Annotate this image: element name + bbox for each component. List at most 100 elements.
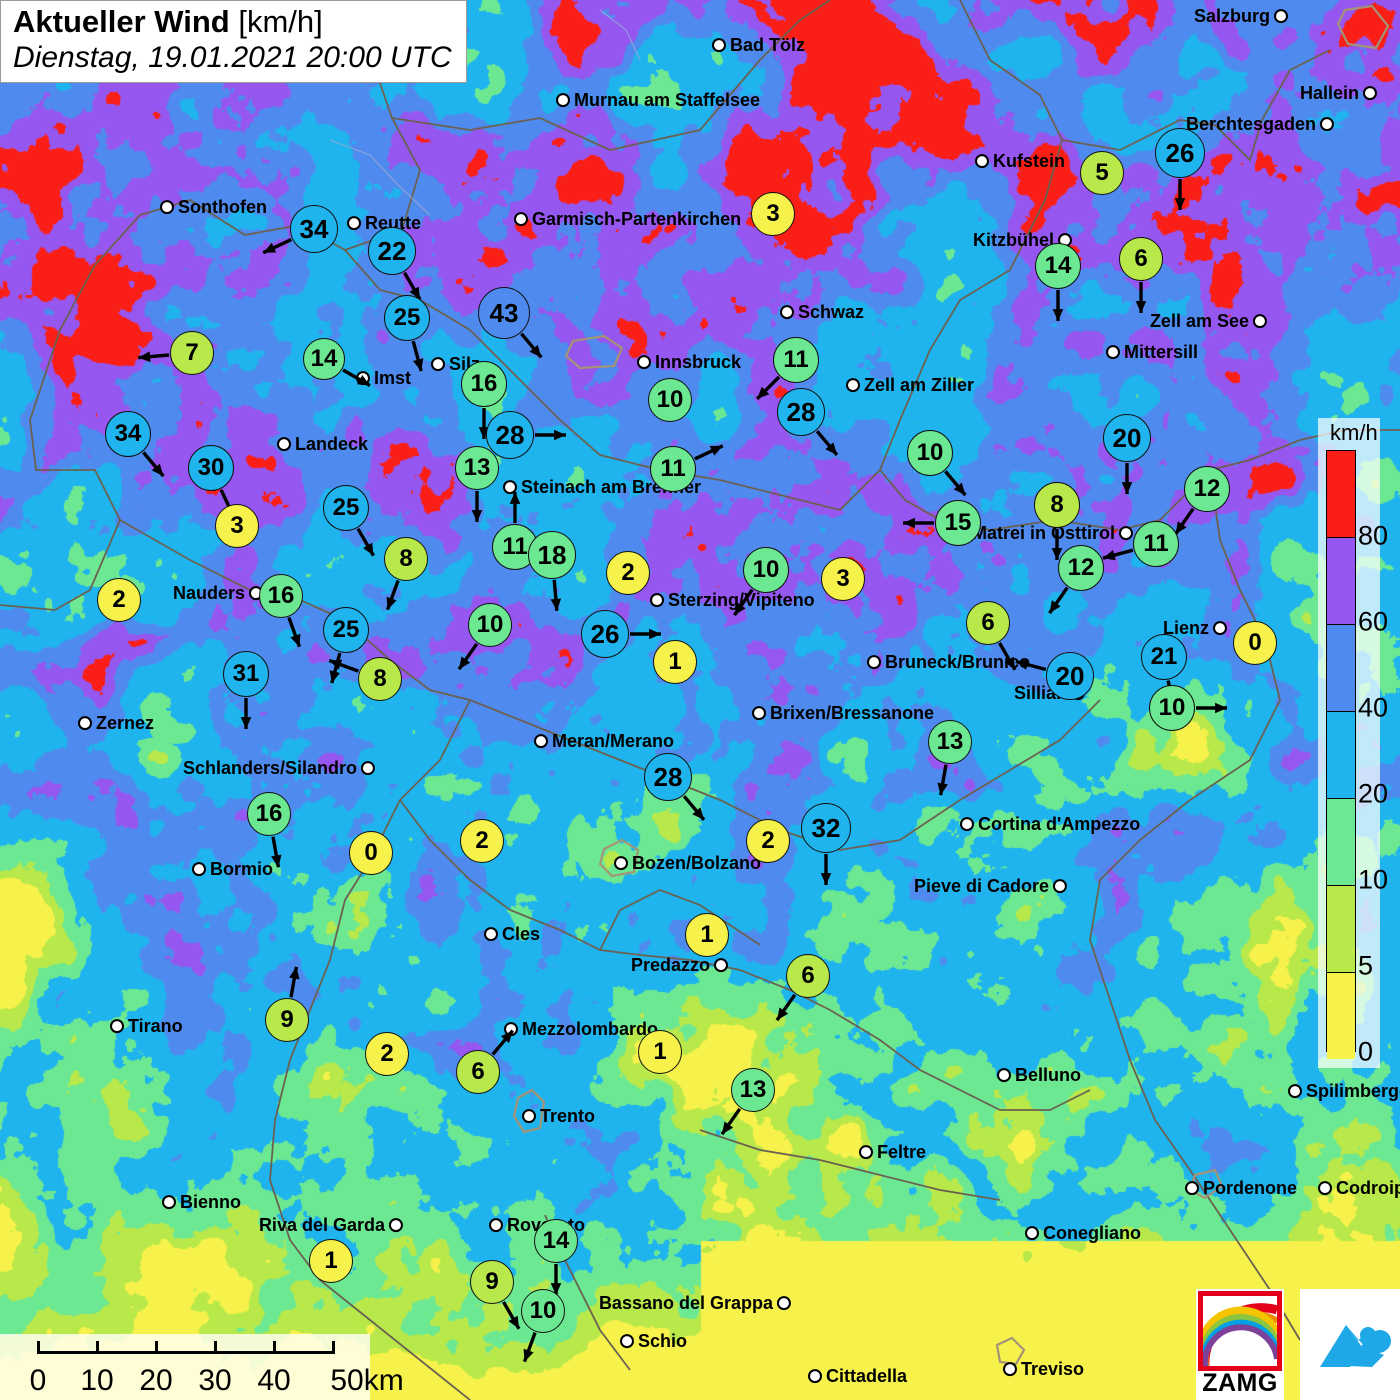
city-name: Kufstein: [993, 150, 1065, 171]
city-label: Bienno: [162, 1191, 241, 1213]
wind-station-marker[interactable]: 9: [265, 998, 309, 1042]
wind-station-marker[interactable]: 25: [323, 485, 369, 531]
wind-station-marker[interactable]: 8: [358, 657, 402, 701]
wind-station-marker[interactable]: 10: [521, 1289, 565, 1333]
wind-station-marker[interactable]: 1: [685, 913, 729, 957]
wind-station-marker[interactable]: 10: [468, 603, 512, 647]
wind-speed-value: 16: [470, 370, 498, 397]
city-label: Bad Tölz: [712, 34, 805, 56]
wind-station-marker[interactable]: 13: [455, 446, 499, 490]
wind-station-marker[interactable]: 11: [1133, 521, 1179, 567]
city-marker-dot: [997, 1068, 1011, 1083]
wind-station-marker[interactable]: 2: [97, 578, 141, 622]
wind-speed-value: 25: [332, 494, 360, 521]
wind-station-marker[interactable]: 14: [303, 338, 345, 380]
wind-station-marker[interactable]: 6: [456, 1050, 500, 1094]
wind-station-marker[interactable]: 12: [1058, 545, 1104, 591]
wind-station-marker[interactable]: 1: [638, 1030, 682, 1074]
city-marker-dot: [712, 38, 726, 53]
city-name: Predazzo: [630, 954, 710, 975]
wind-station-marker[interactable]: 5: [1080, 151, 1124, 195]
wind-station-marker[interactable]: 43: [478, 287, 530, 339]
city-label: Landeck: [277, 433, 368, 455]
wind-station-marker[interactable]: 26: [1155, 128, 1205, 178]
wind-station-marker[interactable]: 9: [470, 1260, 514, 1304]
wind-station-marker[interactable]: 22: [368, 227, 416, 275]
wind-speed-value: 30: [197, 454, 225, 481]
wind-station-marker[interactable]: 25: [384, 295, 430, 341]
wind-station-marker[interactable]: 1: [653, 640, 697, 684]
wind-station-marker[interactable]: 0: [1233, 621, 1277, 665]
wind-station-marker[interactable]: 26: [581, 610, 629, 658]
wind-station-marker[interactable]: 14: [1035, 243, 1081, 289]
wind-station-marker[interactable]: 28: [777, 388, 825, 436]
wind-station-marker[interactable]: 7: [170, 331, 214, 375]
wind-station-marker[interactable]: 34: [290, 205, 338, 253]
wind-station-marker[interactable]: 34: [105, 411, 151, 457]
wind-station-marker[interactable]: 10: [648, 378, 692, 422]
wind-station-marker[interactable]: 2: [746, 819, 790, 863]
zamg-rainbow-icon: [1198, 1291, 1282, 1371]
wind-station-marker[interactable]: 14: [534, 1219, 578, 1263]
wind-station-marker[interactable]: 13: [928, 720, 972, 764]
city-label: Kufstein: [975, 150, 1065, 172]
scale-tick: [214, 1341, 217, 1354]
wind-station-marker[interactable]: 16: [259, 574, 303, 618]
wind-station-marker[interactable]: 2: [606, 551, 650, 595]
wind-station-marker[interactable]: 10: [907, 430, 953, 476]
wind-station-marker[interactable]: 8: [1034, 482, 1080, 528]
city-name: Conegliano: [1043, 1222, 1141, 1243]
wind-station-marker[interactable]: 2: [460, 819, 504, 863]
wind-station-marker[interactable]: 18: [528, 531, 576, 579]
wind-station-marker[interactable]: 21: [1141, 634, 1187, 680]
scale-tick-label: 40: [257, 1364, 291, 1397]
scale-tick-label: 30: [198, 1364, 232, 1397]
wind-station-marker[interactable]: 0: [349, 831, 393, 875]
wind-station-marker[interactable]: 3: [821, 557, 865, 601]
wind-station-marker[interactable]: 8: [384, 537, 428, 581]
wind-station-marker[interactable]: 10: [743, 547, 789, 593]
wind-station-marker[interactable]: 13: [731, 1068, 775, 1112]
city-marker-dot: [650, 593, 664, 608]
wind-station-marker[interactable]: 30: [188, 445, 234, 491]
wind-station-marker[interactable]: 28: [644, 753, 692, 801]
wind-speed-value: 14: [1044, 252, 1072, 279]
wind-station-marker[interactable]: 6: [1119, 237, 1163, 281]
scale-tick-label: 50km: [330, 1364, 404, 1397]
wind-station-marker[interactable]: 10: [1149, 685, 1195, 731]
wind-station-marker[interactable]: 12: [1184, 466, 1230, 512]
wind-station-marker[interactable]: 25: [323, 607, 369, 653]
city-marker-dot: [1003, 1362, 1017, 1377]
wind-speed-value: 2: [475, 827, 489, 854]
legend-tick-label: 80: [1358, 520, 1389, 551]
wind-station-marker[interactable]: 11: [773, 337, 819, 383]
wind-station-marker[interactable]: 28: [486, 411, 534, 459]
wind-station-marker[interactable]: 15: [935, 500, 981, 546]
wind-speed-value: 3: [230, 512, 244, 539]
city-label: Garmisch-Partenkirchen: [514, 208, 741, 230]
wind-station-marker[interactable]: 16: [247, 792, 291, 836]
wind-speed-value: 20: [1112, 422, 1142, 453]
wind-speed-value: 8: [399, 545, 413, 572]
wind-speed-value: 26: [1165, 137, 1195, 168]
wind-station-marker[interactable]: 6: [786, 954, 830, 998]
wind-speed-value: 8: [373, 665, 387, 692]
wind-speed-value: 34: [299, 213, 329, 244]
wind-station-marker[interactable]: 6: [966, 601, 1010, 645]
wind-station-marker[interactable]: 20: [1103, 414, 1151, 462]
wind-station-marker[interactable]: 2: [365, 1032, 409, 1076]
title-timestamp: Dienstag, 19.01.2021 20:00 UTC: [13, 40, 452, 74]
city-name: Sterzing/Vipiteno: [668, 589, 815, 610]
city-label: Berchtesgaden: [1186, 113, 1334, 135]
city-marker-dot: [808, 1369, 822, 1384]
city-marker-dot: [777, 1296, 791, 1311]
wind-station-marker[interactable]: 20: [1046, 652, 1094, 700]
wind-station-marker[interactable]: 32: [801, 803, 851, 853]
city-marker-dot: [867, 655, 881, 670]
wind-station-marker[interactable]: 3: [751, 192, 795, 236]
wind-station-marker[interactable]: 3: [215, 504, 259, 548]
wind-station-marker[interactable]: 31: [223, 651, 269, 697]
wind-station-marker[interactable]: 16: [461, 361, 507, 407]
wind-station-marker[interactable]: 1: [309, 1239, 353, 1283]
wind-station-marker[interactable]: 11: [650, 446, 696, 492]
